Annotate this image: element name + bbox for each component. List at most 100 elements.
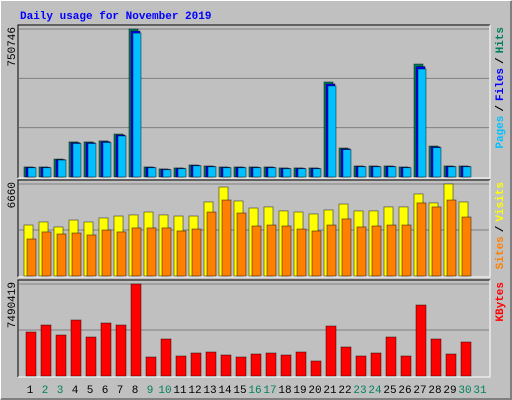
bar	[85, 336, 97, 377]
bar	[71, 232, 82, 277]
bar	[70, 319, 82, 377]
y-tick-label: 6660	[7, 182, 19, 208]
bar	[192, 165, 202, 178]
bar	[281, 225, 292, 277]
bar	[190, 352, 202, 377]
bar	[461, 216, 472, 277]
bar	[252, 167, 262, 178]
bar	[370, 352, 382, 377]
bar	[445, 353, 457, 377]
y-tick-label: 750746	[7, 27, 19, 67]
bar	[145, 356, 157, 377]
x-tick-label: 31	[473, 385, 487, 397]
bar	[26, 238, 37, 277]
x-tick-label: 5	[87, 385, 94, 397]
legend-entry: Visits	[495, 182, 507, 222]
x-tick-label: 16	[248, 385, 261, 397]
bar	[311, 230, 322, 277]
x-tick-label: 10	[158, 385, 171, 397]
bar	[40, 324, 52, 377]
bar	[280, 354, 292, 377]
bar	[206, 211, 217, 277]
bar	[267, 167, 277, 178]
legend-entry: Hits	[495, 27, 507, 53]
bar	[447, 166, 457, 178]
bar	[161, 227, 172, 277]
legend-separator: /	[495, 57, 507, 64]
bar	[462, 166, 472, 178]
x-tick-label: 13	[203, 385, 216, 397]
x-tick-label: 27	[413, 385, 426, 397]
bar	[146, 227, 157, 277]
legend-entry: Files	[495, 68, 507, 101]
bar	[27, 167, 37, 178]
bar	[312, 168, 322, 178]
legend-entry: Pages	[495, 116, 507, 149]
bar	[221, 199, 232, 277]
bar	[117, 135, 127, 178]
bar	[341, 218, 352, 277]
bar	[265, 352, 277, 377]
x-tick-label: 9	[147, 385, 154, 397]
x-tick-label: 3	[57, 385, 64, 397]
panel-border-light	[18, 25, 491, 179]
bar	[401, 224, 412, 277]
x-tick-label: 30	[458, 385, 471, 397]
bar	[282, 168, 292, 178]
bar	[296, 228, 307, 277]
bar	[56, 233, 67, 277]
bar	[416, 202, 427, 277]
bar	[42, 167, 52, 178]
bar	[326, 224, 337, 277]
x-tick-label: 25	[383, 385, 396, 397]
panel-border-dark	[17, 279, 490, 377]
bar	[237, 167, 247, 178]
x-tick-label: 24	[368, 385, 382, 397]
bar	[41, 231, 52, 277]
bar	[295, 351, 307, 377]
bar	[402, 167, 412, 178]
panel-border-dark	[17, 179, 490, 277]
legend: Pages / Files / Hits	[495, 27, 507, 149]
bar	[342, 149, 352, 178]
bar	[176, 230, 187, 277]
bar	[400, 355, 412, 377]
bar	[132, 32, 142, 178]
bar	[102, 142, 112, 178]
bar	[25, 331, 37, 377]
x-tick-label: 8	[132, 385, 139, 397]
x-tick-label: 20	[308, 385, 321, 397]
bar	[160, 338, 172, 377]
bar	[251, 225, 262, 277]
bar	[355, 355, 367, 377]
bar	[116, 231, 127, 277]
chart-title: Daily usage for November 2019	[20, 11, 211, 23]
bar	[431, 206, 442, 277]
bar	[417, 68, 427, 178]
x-tick-label: 29	[443, 385, 456, 397]
x-tick-label: 6	[102, 385, 109, 397]
bar	[386, 224, 397, 277]
bar	[340, 346, 352, 377]
bar	[297, 168, 307, 178]
bar	[115, 324, 127, 377]
x-tick-label: 21	[323, 385, 337, 397]
x-tick-label: 26	[398, 385, 411, 397]
x-tick-label: 11	[173, 385, 187, 397]
bar	[55, 334, 67, 377]
bar	[87, 143, 97, 178]
bar	[266, 224, 277, 277]
bar	[147, 167, 157, 178]
panel	[18, 25, 490, 178]
x-tick-label: 7	[117, 385, 124, 397]
x-tick-label: 19	[293, 385, 306, 397]
x-tick-label: 15	[233, 385, 246, 397]
bar	[131, 227, 142, 277]
bar	[310, 360, 322, 377]
bar	[430, 338, 442, 377]
legend-entry: Sites	[495, 236, 507, 269]
bar	[415, 304, 427, 377]
bar	[162, 169, 172, 178]
